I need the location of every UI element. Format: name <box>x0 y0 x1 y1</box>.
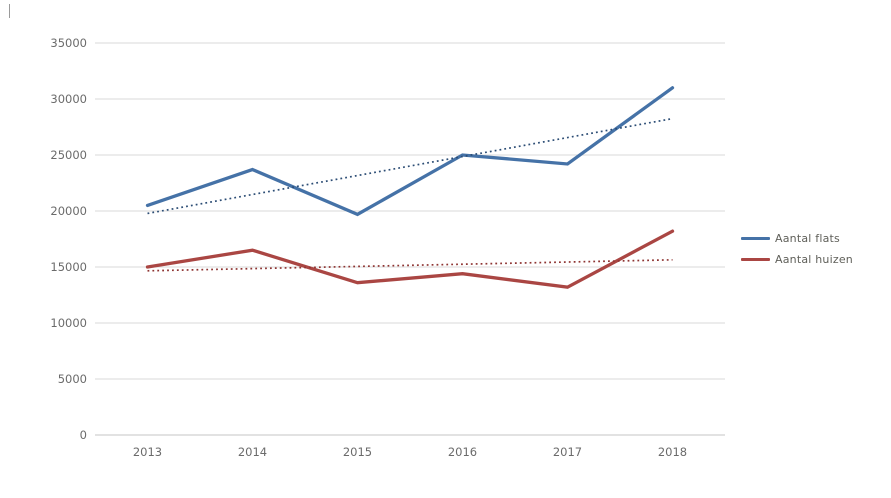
series-line-aantal-huizen <box>145 229 675 289</box>
legend-item-aantal-huizen: Aantal huizen <box>741 252 853 266</box>
x-axis-tick-label: 2018 <box>658 445 687 459</box>
y-axis-tick-label: 35000 <box>50 36 87 50</box>
y-axis-tick-label: 25000 <box>50 148 87 162</box>
x-axis-tick-label: 2013 <box>133 445 162 459</box>
y-axis-tick-label: 0 <box>80 428 87 442</box>
x-axis-tick-label: 2014 <box>238 445 267 459</box>
legend-swatch-aantal-flats <box>741 236 770 240</box>
x-axis-tick-label: 2016 <box>448 445 477 459</box>
y-axis-tick-label: 10000 <box>50 316 87 330</box>
x-axis-tick-label: 2017 <box>553 445 582 459</box>
trendline-aantal-flats <box>147 117 673 215</box>
trendline-aantal-huizen <box>147 258 673 272</box>
y-axis-tick-label: 30000 <box>50 92 87 106</box>
legend-label-aantal-huizen: Aantal huizen <box>775 252 853 266</box>
legend-label-aantal-flats: Aantal flats <box>775 231 840 245</box>
series-line-aantal-flats <box>145 86 675 217</box>
y-axis-tick-label: 20000 <box>50 204 87 218</box>
y-axis-tick-label: 5000 <box>58 372 87 386</box>
screen-edge-artifact <box>9 4 10 18</box>
y-axis-tick-label: 15000 <box>50 260 87 274</box>
legend: Aantal flats Aantal huizen <box>741 231 853 273</box>
legend-item-aantal-flats: Aantal flats <box>741 231 853 245</box>
legend-swatch-aantal-huizen <box>741 257 770 261</box>
x-axis-tick-label: 2015 <box>343 445 372 459</box>
